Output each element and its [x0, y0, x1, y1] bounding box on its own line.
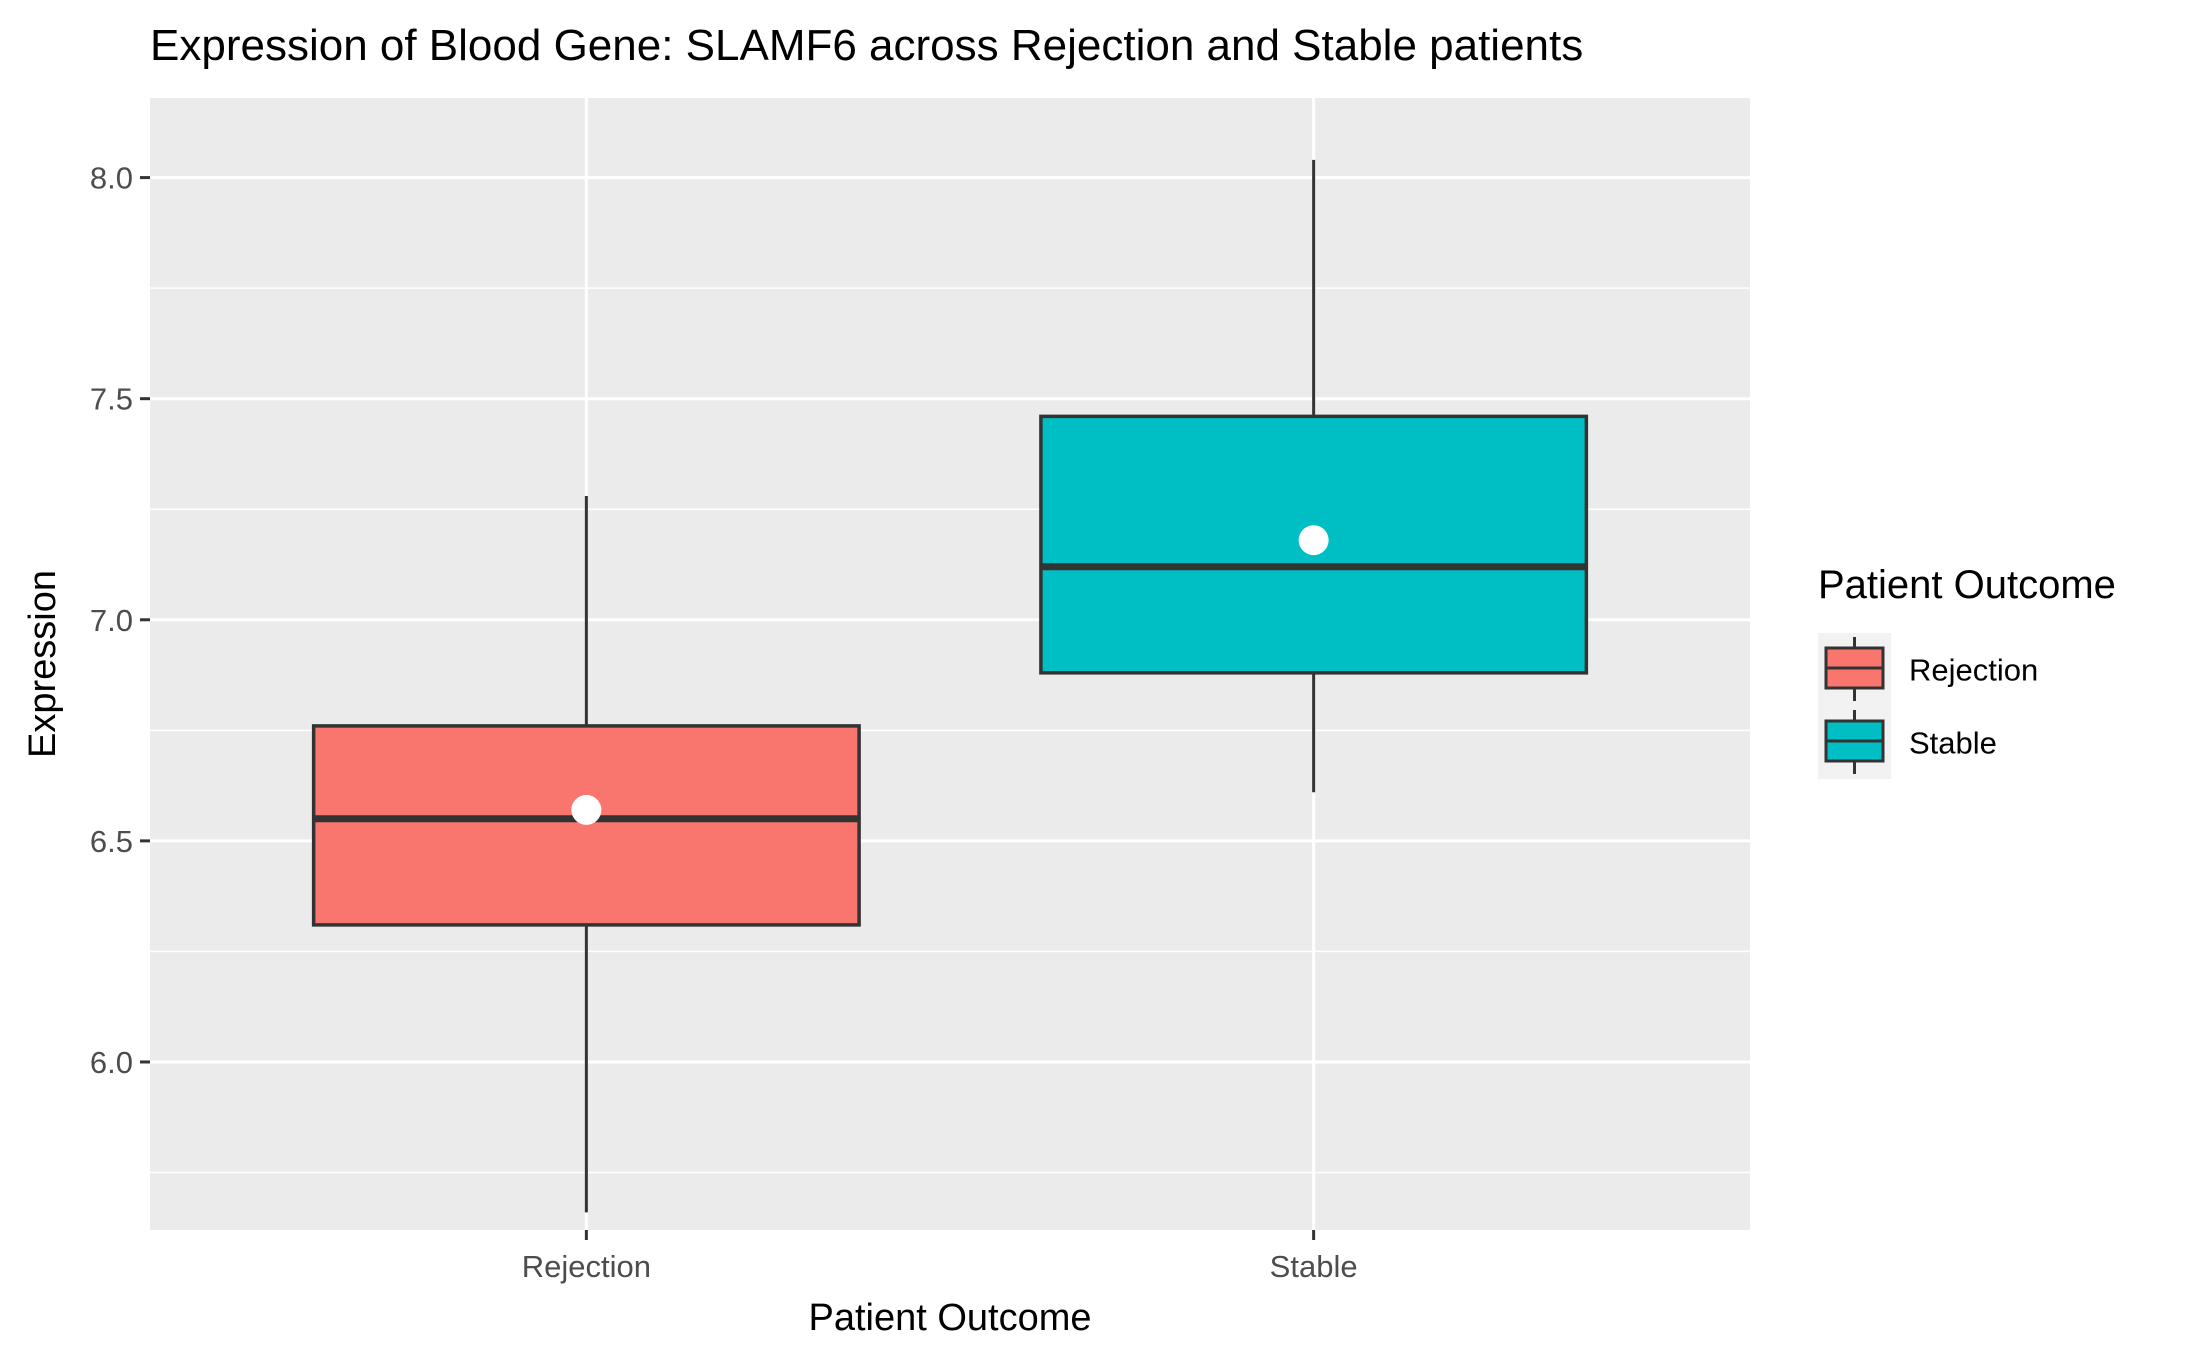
- box-body: [311, 724, 861, 927]
- x-axis: Rejection Stable: [522, 1230, 1358, 1284]
- y-axis-title: Expression: [22, 570, 64, 758]
- legend-label: Rejection: [1909, 653, 2038, 688]
- y-tick-label: 7.0: [90, 603, 133, 638]
- y-axis: 6.0 6.5 7.0 7.5 8.0: [90, 161, 150, 1080]
- legend-title: Patient Outcome: [1818, 563, 2116, 607]
- legend: Rejection Stable: [1818, 633, 2038, 779]
- mean-point: [1298, 525, 1329, 556]
- chart-title: Expression of Blood Gene: SLAMF6 across …: [150, 21, 1583, 70]
- y-tick-label: 7.5: [90, 382, 133, 417]
- box-stable: [1039, 159, 1589, 793]
- y-tick-label: 8.0: [90, 161, 133, 196]
- x-tick-label: Rejection: [522, 1249, 651, 1284]
- box-rejection: [311, 495, 861, 1213]
- mean-point: [571, 794, 602, 825]
- legend-label: Stable: [1909, 726, 1997, 761]
- legend-item-rejection: Rejection: [1818, 633, 2038, 706]
- x-axis-title: Patient Outcome: [808, 1297, 1091, 1339]
- x-tick-label: Stable: [1270, 1249, 1358, 1284]
- y-tick-label: 6.5: [90, 824, 133, 859]
- legend-item-stable: Stable: [1818, 706, 1997, 779]
- boxes: [311, 159, 1589, 1213]
- y-tick-label: 6.0: [90, 1045, 133, 1080]
